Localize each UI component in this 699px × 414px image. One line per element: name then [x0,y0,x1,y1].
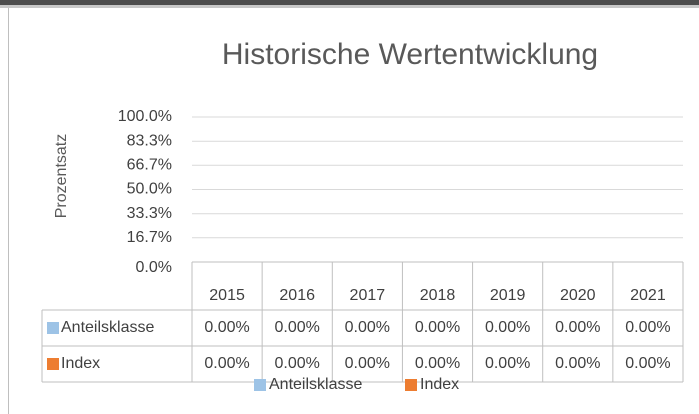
table-row-label: Anteilsklasse [61,319,154,336]
y-tick-label: 83.3% [127,132,172,149]
y-tick-label: 0.0% [136,259,172,276]
table-value: 0.00% [345,319,390,336]
y-tick-label: 66.7% [127,157,172,174]
y-tick-label: 100.0% [118,108,172,125]
legend-key [254,379,266,391]
table-value: 0.00% [345,355,390,372]
legend-key [405,379,417,391]
table-value: 0.00% [625,319,670,336]
legend-key [47,358,59,370]
table-row-label: Index [61,355,100,372]
x-tick-label: 2016 [279,287,315,304]
legend-label: Index [420,376,459,393]
x-tick-label: 2015 [209,287,245,304]
table-value: 0.00% [485,319,530,336]
top-bar [0,0,699,5]
table-value: 0.00% [625,355,670,372]
x-tick-label: 2018 [420,287,456,304]
table-value: 0.00% [275,319,320,336]
table-value: 0.00% [555,355,600,372]
y-axis-label: Prozentsatz [53,134,70,218]
x-tick-label: 2017 [350,287,386,304]
table-value: 0.00% [415,319,460,336]
y-tick-label: 16.7% [127,229,172,246]
chart-title: Historische Wertentwicklung [222,38,598,71]
legend-label: Anteilsklasse [269,376,362,393]
table-value: 0.00% [485,355,530,372]
x-tick-label: 2019 [490,287,526,304]
table-value: 0.00% [204,319,249,336]
x-tick-label: 2021 [630,287,666,304]
legend-key [47,322,59,334]
table-value: 0.00% [275,355,320,372]
table-value: 0.00% [555,319,600,336]
top-border [0,5,699,8]
y-tick-label: 50.0% [127,181,172,198]
table-value: 0.00% [415,355,460,372]
y-tick-label: 33.3% [127,205,172,222]
table-value: 0.00% [204,355,249,372]
x-tick-label: 2020 [560,287,596,304]
